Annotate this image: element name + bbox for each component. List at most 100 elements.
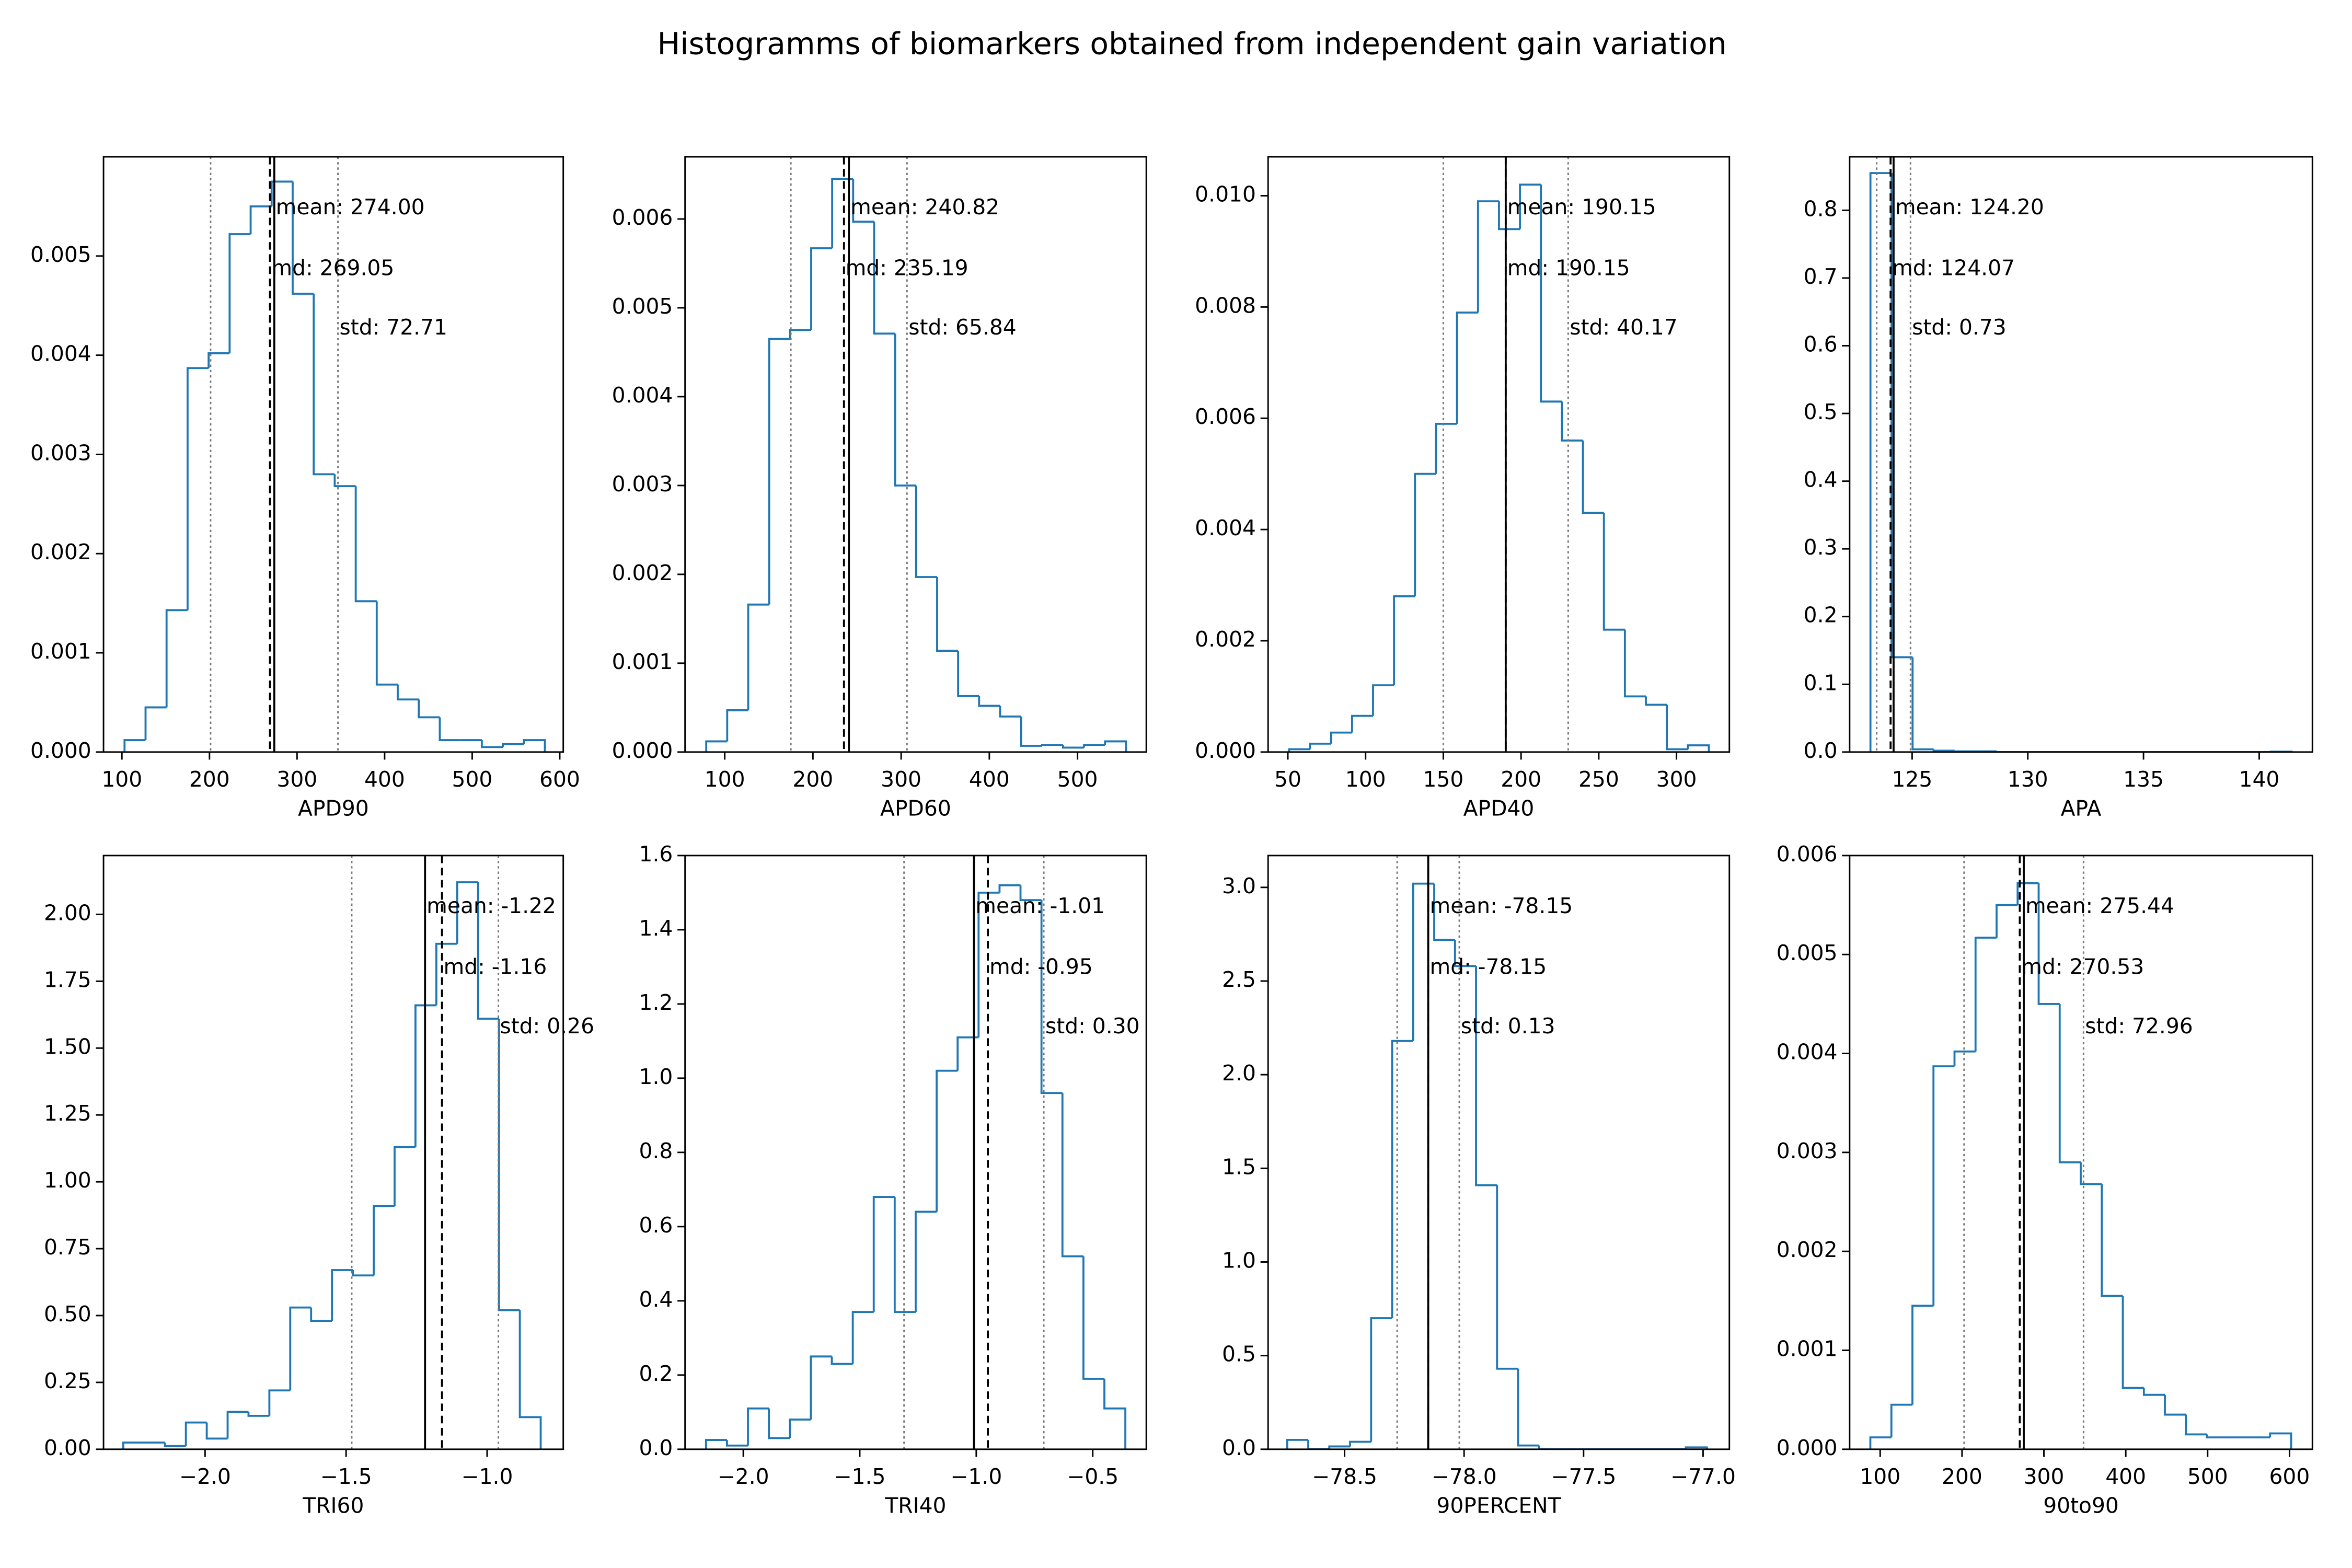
histogram-bin <box>1349 1440 1371 1447</box>
x-tick-label: 100 <box>1345 767 1386 792</box>
histogram-bin <box>394 1146 416 1206</box>
histogram-bin <box>936 577 959 652</box>
histogram-bin <box>1103 1378 1126 1449</box>
histogram-bin <box>852 179 874 223</box>
y-tick-label: 1.50 <box>44 1034 91 1059</box>
y-tick-label: 0.0 <box>1804 738 1838 763</box>
histogram-bin <box>1540 185 1562 403</box>
annotation: mean: 274.00 <box>276 194 425 220</box>
x-tick-label: 200 <box>189 767 230 792</box>
histogram-bin <box>1020 716 1042 747</box>
x-axis-label: TRI40 <box>884 1493 946 1518</box>
annotation: std: 65.84 <box>908 315 1016 340</box>
histogram-bin <box>978 696 1000 707</box>
y-tick-label: 0.006 <box>1777 841 1838 867</box>
histogram-bin <box>1062 745 1085 749</box>
y-tick-label: 1.6 <box>639 841 673 867</box>
y-tick-label: 0.6 <box>1804 331 1838 356</box>
y-tick-label: 0.000 <box>30 738 91 763</box>
histogram-bin <box>2269 1432 2292 1449</box>
x-tick-label: 100 <box>705 767 745 792</box>
subplot: 100 200 300 400 500 600 0.000 0.001 0.002 0.003 0.… <box>30 156 580 821</box>
y-tick-label: 0.8 <box>1804 196 1838 221</box>
y-tick-label: 0.8 <box>639 1138 673 1163</box>
histogram-bin <box>435 942 457 1006</box>
histogram-bin <box>747 603 769 710</box>
y-tick-label: 0.4 <box>1804 467 1838 492</box>
subplot: −78.5 −78.0 −77.5 −77.0 0.0 0.5 1.0 1.5 2.0 2.5 3.… <box>1222 855 1736 1518</box>
histogram-bin <box>185 1421 207 1446</box>
histogram-bin <box>1475 966 1497 1186</box>
annotation: std: 0.30 <box>1045 1013 1140 1039</box>
y-tick-label: 1.0 <box>639 1064 673 1089</box>
histogram <box>1869 882 2292 1449</box>
histogram-bin <box>1932 1065 1955 1306</box>
histogram-bin <box>998 884 1021 893</box>
x-axis-label: APD60 <box>880 796 951 821</box>
annotation: mean: 240.82 <box>850 194 999 220</box>
histogram-bin <box>894 333 916 487</box>
histogram-bin <box>502 743 524 747</box>
histogram-bin <box>977 891 1000 1037</box>
histogram-bin <box>1519 183 1541 229</box>
x-tick-label: 150 <box>1423 767 1464 792</box>
subplot: 50 100 150 200 250 300 0.000 0.002 0.004 0.006 0.0… <box>1195 156 1731 821</box>
histogram <box>705 178 1127 752</box>
histogram-bin <box>2142 1388 2165 1396</box>
histogram-bin <box>331 1269 353 1321</box>
annotation: md: -78.15 <box>1429 954 1547 979</box>
histogram-bin <box>247 1412 270 1417</box>
y-tick-label: 1.0 <box>1222 1248 1256 1273</box>
histogram <box>705 884 1126 1449</box>
x-tick-label: −1.5 <box>834 1464 885 1489</box>
y-tick-label: 2.00 <box>44 900 91 925</box>
x-tick-label: 300 <box>2024 1464 2065 1489</box>
histogram <box>123 180 546 752</box>
histogram-bin <box>480 740 503 748</box>
x-tick-label: 50 <box>1274 767 1301 792</box>
y-tick-label: 0.005 <box>1777 940 1838 965</box>
axes-frame <box>1267 855 1731 1450</box>
x-tick-label: 130 <box>2008 767 2048 792</box>
y-tick-label: 3.0 <box>1222 873 1256 898</box>
histogram <box>1288 183 1710 752</box>
histogram-bin <box>123 739 146 752</box>
histogram-bin <box>1974 937 1997 1052</box>
histogram-bin <box>1393 595 1415 686</box>
annotation: std: 40.17 <box>1570 315 1678 340</box>
histogram-bin <box>144 706 167 741</box>
histogram-bin <box>956 1036 979 1071</box>
y-tick-label: 0.6 <box>639 1213 673 1238</box>
histogram-bin <box>999 706 1021 718</box>
histogram-bin <box>1307 1439 1330 1449</box>
y-tick-label: 0.4 <box>639 1287 673 1312</box>
histogram-bin <box>1412 882 1435 1041</box>
histogram-bin <box>313 293 335 476</box>
histogram-bin <box>705 1439 727 1449</box>
y-tick-label: 1.2 <box>639 990 673 1015</box>
y-tick-label: 1.75 <box>44 967 91 992</box>
histogram-bin <box>292 181 314 295</box>
y-tick-label: 0.000 <box>1777 1435 1838 1460</box>
subplot: −2.0 −1.5 −1.0 0.00 0.25 0.50 0.75 1.00 1.25 1.50… <box>44 855 594 1518</box>
axes-frame <box>102 156 564 753</box>
annotation: md: 269.05 <box>271 256 394 281</box>
histogram-bin <box>2058 1004 2081 1163</box>
y-tick-label: 0.0 <box>639 1435 673 1460</box>
y-tick-label: 0.50 <box>44 1301 91 1327</box>
x-axis-label: 90to90 <box>2043 1493 2119 1518</box>
histogram-bin <box>523 739 546 752</box>
histogram-bin <box>249 205 272 235</box>
histogram-bin <box>477 882 499 1020</box>
histogram-bin <box>1435 422 1457 474</box>
histogram-bin <box>439 717 461 741</box>
subplot: 100 200 300 400 500 0.000 0.001 0.002 0.003 0.004… <box>612 156 1147 821</box>
histogram-bin <box>915 485 937 578</box>
histogram-bin <box>1286 1439 1309 1449</box>
histogram-bin <box>1869 1436 1892 1449</box>
y-tick-label: 0.2 <box>639 1361 673 1386</box>
histogram-bin <box>207 352 230 368</box>
x-tick-label: 500 <box>452 767 493 792</box>
histogram-bin <box>414 1004 436 1147</box>
